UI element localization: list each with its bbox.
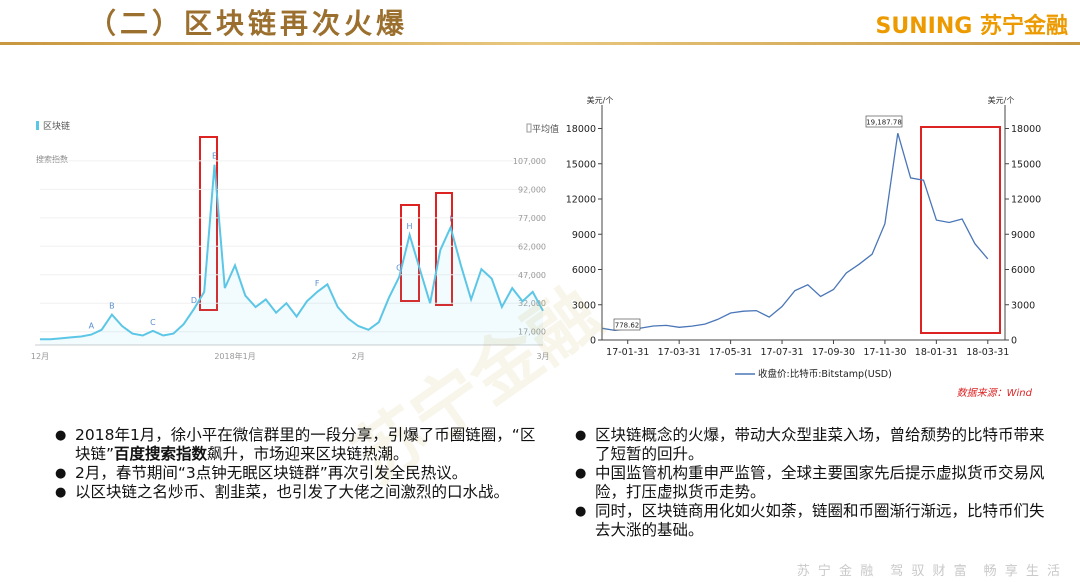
annotation-box: [865, 115, 903, 128]
annotation: C: [150, 318, 156, 327]
y-tick-label: 6000: [572, 265, 596, 276]
text: 2月，春节期间“3点钟无眠区块链群”再次引发全民热议。: [75, 464, 468, 482]
y-tick-label: 18000: [566, 124, 596, 135]
x-tick-label: 17-07-31: [760, 347, 803, 358]
y-tick-label: 77,000: [518, 214, 546, 223]
axis-label: 搜索指数: [36, 154, 68, 164]
y-tick-label: 92,000: [518, 185, 546, 194]
annotation: B: [109, 302, 115, 311]
y-tick-label: 0: [590, 336, 596, 347]
text: 以区块链之名炒币、割韭菜，也引发了大佬之间激烈的口水战。: [75, 483, 510, 501]
text: 飙升，市场迎来区块链热潮。: [207, 445, 409, 463]
x-tick-label: 18-01-31: [915, 347, 958, 358]
x-tick-label: 3月: [536, 352, 549, 361]
x-tick-label: 17-11-30: [863, 347, 906, 358]
x-tick-label: 17-05-31: [709, 347, 752, 358]
x-tick-label: 17-01-31: [606, 347, 649, 358]
y2-tick-label: 3000: [1011, 300, 1035, 311]
x-tick-label: 2月: [352, 352, 365, 361]
legend-swatch: [526, 123, 532, 133]
y-tick-label: 3000: [572, 300, 596, 311]
axis-label: 美元/个: [988, 95, 1015, 105]
annotation: I: [449, 214, 451, 223]
y2-tick-label: 9000: [1011, 230, 1035, 241]
annotation: E: [212, 152, 217, 161]
legend: 平均值: [532, 123, 559, 135]
right-bullets: 区块链概念的火爆，带动大众型韭菜入场，曾给颓势的比特币带来了短暂的回升。 中国监…: [575, 426, 1055, 540]
text: 2018年1月，徐小平在微信群里的一段分享，引爆了币圈链圈，“区块链”: [75, 426, 536, 463]
y2-tick-label: 12000: [1011, 195, 1041, 206]
bullet: 中国监管机构重申严监管，全球主要国家先后提示虚拟货币交易风险，打压虚拟货币走势。: [575, 464, 1055, 502]
text: 区块链概念的火爆，带动大众型韭菜入场，曾给颓势的比特币带来了短暂的回升。: [595, 426, 1045, 463]
x-tick-label: 17-09-30: [812, 347, 855, 358]
legend: 收盘价:比特币:Bitstamp(USD): [758, 368, 892, 380]
footer: 苏 宁 金 融 驾 驭 财 富 畅 享 生 活: [796, 564, 1062, 579]
annotation: H: [407, 222, 413, 231]
y-tick-label: 32,000: [518, 299, 546, 308]
y2-tick-label: 15000: [1011, 159, 1041, 170]
annotation: 19,187.78: [866, 119, 902, 127]
y2-tick-label: 0: [1011, 336, 1017, 347]
x-tick-label: 12月: [31, 352, 49, 361]
bullet: 2018年1月，徐小平在微信群里的一段分享，引爆了币圈链圈，“区块链”百度搜索指…: [55, 426, 545, 464]
text: 中国监管机构重申严监管，全球主要国家先后提示虚拟货币交易风险，打压虚拟货币走势。: [595, 464, 1045, 501]
y-tick-label: 15000: [566, 159, 596, 170]
y-tick-label: 12000: [566, 195, 596, 206]
highlight-box: [400, 204, 420, 302]
y-tick-label: 9000: [572, 230, 596, 241]
source: 数据来源：Wind: [957, 387, 1033, 399]
logo: SUNING 苏宁金融: [876, 8, 1068, 40]
annotation: A: [89, 322, 95, 331]
annotation: G: [396, 264, 402, 273]
y2-tick-label: 6000: [1011, 265, 1035, 276]
y-tick-label: 47,000: [518, 271, 546, 280]
annotation-box: [613, 318, 641, 331]
header-rule: [0, 42, 1080, 45]
highlight-box: [199, 136, 218, 311]
y-tick-label: 17,000: [518, 328, 546, 337]
x-tick-label: 17-03-31: [658, 347, 701, 358]
area: [40, 164, 543, 345]
title: （二）区块链再次火爆: [88, 7, 409, 40]
line: [40, 164, 544, 341]
y-tick-label: 107,000: [513, 157, 546, 166]
y2-tick-label: 18000: [1011, 124, 1041, 135]
highlight-box: [920, 126, 1001, 334]
annotation: F: [315, 279, 320, 288]
x-tick-label: 2018年1月: [214, 351, 255, 361]
text: 同时，区块链商用化如火如荼，链圈和币圈渐行渐远，比特币们失去大涨的基础。: [595, 502, 1045, 539]
y-tick-label: 62,000: [518, 242, 546, 251]
logo-cn: 苏宁金融: [979, 14, 1068, 39]
left-bullets: 2018年1月，徐小平在微信群里的一段分享，引爆了币圈链圈，“区块链”百度搜索指…: [55, 426, 545, 502]
bullet: 同时，区块链商用化如火如荼，链圈和币圈渐行渐远，比特币们失去大涨的基础。: [575, 502, 1055, 540]
legend: 区块链: [43, 120, 70, 132]
bullet: 以区块链之名炒币、割韭菜，也引发了大佬之间激烈的口水战。: [55, 483, 545, 502]
annotation: 778.62: [615, 322, 640, 330]
highlight-box: [435, 192, 453, 306]
bullet: 区块链概念的火爆，带动大众型韭菜入场，曾给颓势的比特币带来了短暂的回升。: [575, 426, 1055, 464]
legend-swatch: [36, 121, 39, 130]
text-bold: 百度搜索指数: [114, 445, 208, 463]
axis-label: 美元/个: [587, 95, 614, 105]
x-tick-label: 18-03-31: [966, 347, 1009, 358]
logo-latin: SUNING: [875, 14, 973, 39]
line: [601, 133, 989, 332]
annotation: D: [191, 296, 197, 305]
bullet: 2月，春节期间“3点钟无眠区块链群”再次引发全民热议。: [55, 464, 545, 483]
